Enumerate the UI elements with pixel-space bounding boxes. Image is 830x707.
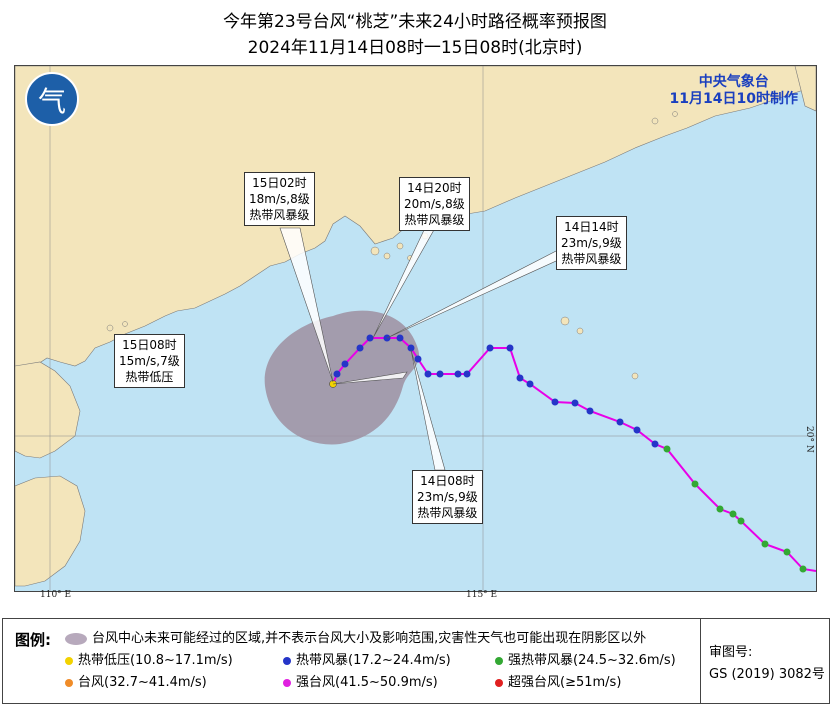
callout-14d20h: 14日20时 20m/s,8级 热带风暴级: [399, 177, 470, 231]
legend-item-sts: 强热带风暴(24.5~32.6m/s): [495, 649, 676, 668]
legend-item-label: 热带风暴(17.2~24.4m/s): [296, 653, 451, 668]
legend-item-td: 热带低压(10.8~17.1m/s): [65, 649, 233, 668]
map-frame[interactable]: 气 中央气象台 11月14日10时制作 15日02时 18m/s,8级 热带风暴…: [14, 65, 817, 592]
approval-label: 审图号:: [709, 645, 753, 660]
legend-item-ty: 台风(32.7~41.4m/s): [65, 671, 207, 690]
map-title: 今年第23号台风“桃芝”未来24小时路径概率预报图: [223, 12, 607, 32]
legend-area: 台风中心未来可能经过的区域,并不表示台风大小及影响范围,灾害性天气也可能出现在阴…: [65, 627, 646, 646]
callout-leaders: [279, 227, 568, 471]
legend-area-label: 台风中心未来可能经过的区域,并不表示台风大小及影响范围,灾害性天气也可能出现在阴…: [92, 631, 647, 646]
graticule: [15, 66, 816, 591]
probability-area: [264, 310, 420, 445]
callout-wind: 20m/s,8级: [404, 197, 465, 211]
lon-label-115e: 115° E: [466, 590, 498, 600]
callout-wind: 18m/s,8级: [249, 192, 310, 206]
callout-time: 15日02时: [252, 176, 307, 190]
callout-14d08h: 14日08时 23m/s,9级 热带风暴级: [412, 470, 483, 524]
agency-name: 中央气象台: [698, 74, 769, 90]
legend-item-label: 强热带风暴(24.5~32.6m/s): [508, 653, 676, 668]
callout-15d02h: 15日02时 18m/s,8级 热带风暴级: [244, 172, 315, 226]
callout-level: 热带风暴级: [417, 506, 478, 520]
legend: 图例: 台风中心未来可能经过的区域,并不表示台风大小及影响范围,灾害性天气也可能…: [2, 618, 830, 704]
lon-label-110e: 110° E: [40, 590, 72, 600]
cma-logo-icon: 气: [25, 72, 79, 126]
callout-time: 15日08时: [122, 338, 177, 352]
legend-item-suty: 超强台风(≥51m/s): [495, 671, 621, 690]
legend-item-label: 台风(32.7~41.4m/s): [78, 675, 207, 690]
legend-item-label: 强台风(41.5~50.9m/s): [296, 675, 438, 690]
callout-level: 热带风暴级: [561, 252, 622, 266]
callout-level: 热带风暴级: [404, 213, 465, 227]
legend-item-sty: 强台风(41.5~50.9m/s): [283, 671, 438, 690]
sty-dot-icon: [283, 678, 291, 687]
land-taiwan-tip: [794, 66, 816, 112]
callout-level: 热带低压: [125, 370, 174, 384]
td-dot-icon: [65, 656, 73, 665]
ts-dot-icon: [283, 656, 291, 665]
land-leizhou-peninsula: [15, 361, 81, 459]
callout-wind: 15m/s,7级: [119, 354, 180, 368]
callout-14d14h: 14日14时 23m/s,9级 热带风暴级: [556, 216, 627, 270]
suty-dot-icon: [495, 678, 503, 687]
callout-time: 14日08时: [420, 474, 475, 488]
issue-time: 11月14日10时制作: [669, 91, 798, 107]
ty-dot-icon: [65, 678, 73, 687]
lat-label-20n: 20° N: [804, 426, 814, 453]
callout-level: 热带风暴级: [249, 208, 310, 222]
callout-time: 14日14时: [564, 220, 619, 234]
legend-item-label: 超强台风(≥51m/s): [508, 675, 622, 690]
legend-title: 图例:: [15, 631, 51, 649]
map-subtitle: 2024年11月14日08时一15日08时(北京时): [247, 38, 583, 58]
area-swatch-icon: [65, 632, 87, 645]
agency-stamp: 中央气象台 11月14日10时制作: [670, 74, 798, 108]
legend-item-label: 热带低压(10.8~17.1m/s): [78, 653, 233, 668]
approval-box: 审图号: GS (2019) 3082号: [700, 619, 829, 703]
sts-dot-icon: [495, 656, 503, 665]
legend-item-ts: 热带风暴(17.2~24.4m/s): [283, 649, 451, 668]
header: 今年第23号台风“桃芝”未来24小时路径概率预报图 2024年11月14日08时…: [0, 0, 830, 62]
approval-number: GS (2019) 3082号: [709, 667, 825, 682]
callout-15d08h: 15日08时 15m/s,7级 热带低压: [114, 334, 185, 388]
callout-time: 14日20时: [407, 181, 462, 195]
callout-wind: 23m/s,9级: [417, 490, 478, 504]
callout-wind: 23m/s,9级: [561, 236, 622, 250]
track-points: [329, 334, 807, 573]
